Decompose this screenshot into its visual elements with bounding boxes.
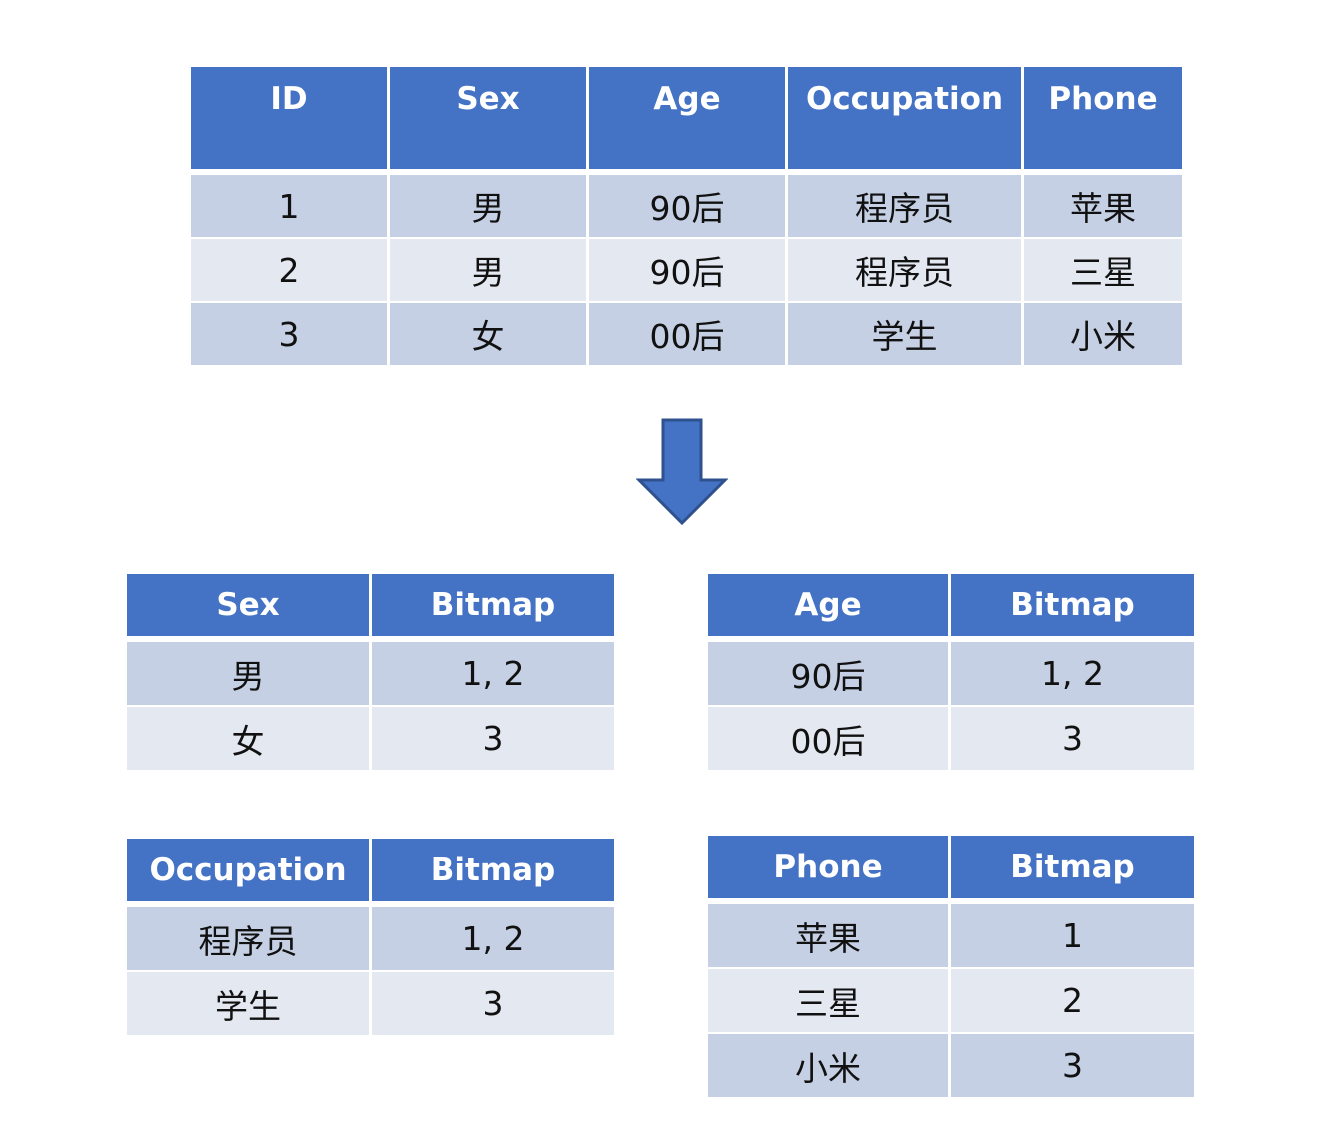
header-sex: Sex: [390, 67, 586, 173]
cell-value: 学生: [127, 972, 369, 1035]
cell-age: 90后: [589, 175, 785, 237]
main-table-header: ID Sex Age Occupation Phone: [191, 67, 1182, 173]
cell-bitmap: 1, 2: [372, 907, 614, 970]
table-row: 男 1, 2: [127, 642, 614, 705]
cell-value: 90后: [708, 642, 948, 705]
cell-bitmap: 1, 2: [951, 642, 1194, 705]
cell-occupation: 程序员: [788, 175, 1021, 237]
cell-bitmap: 3: [372, 707, 614, 770]
table-row: 苹果 1: [708, 904, 1194, 967]
table-row: 程序员 1, 2: [127, 907, 614, 970]
header-bitmap: Bitmap: [372, 839, 614, 905]
cell-age: 00后: [589, 303, 785, 365]
cell-occupation: 学生: [788, 303, 1021, 365]
phone-bitmap-header: Phone Bitmap: [708, 836, 1194, 902]
cell-phone: 三星: [1024, 239, 1182, 301]
cell-bitmap: 1, 2: [372, 642, 614, 705]
cell-bitmap: 3: [951, 1034, 1194, 1097]
table-row: 1 男 90后 程序员 苹果: [191, 175, 1182, 237]
cell-bitmap: 2: [951, 969, 1194, 1032]
phone-bitmap-table: Phone Bitmap 苹果 1 三星 2 小米 3: [705, 834, 1197, 1099]
down-arrow-icon: [636, 418, 728, 526]
table-row: 90后 1, 2: [708, 642, 1194, 705]
occupation-bitmap-header: Occupation Bitmap: [127, 839, 614, 905]
sex-bitmap-table: Sex Bitmap 男 1, 2 女 3: [124, 572, 617, 772]
table-row: 2 男 90后 程序员 三星: [191, 239, 1182, 301]
down-arrow-shape: [636, 418, 728, 526]
cell-sex: 男: [390, 175, 586, 237]
cell-phone: 苹果: [1024, 175, 1182, 237]
cell-value: 三星: [708, 969, 948, 1032]
header-occupation: Occupation: [127, 839, 369, 905]
cell-value: 程序员: [127, 907, 369, 970]
cell-value: 女: [127, 707, 369, 770]
header-occupation: Occupation: [788, 67, 1021, 173]
header-phone: Phone: [708, 836, 948, 902]
cell-value: 00后: [708, 707, 948, 770]
cell-bitmap: 1: [951, 904, 1194, 967]
cell-sex: 女: [390, 303, 586, 365]
cell-bitmap: 3: [372, 972, 614, 1035]
table-row: 学生 3: [127, 972, 614, 1035]
header-phone: Phone: [1024, 67, 1182, 173]
cell-id: 1: [191, 175, 387, 237]
header-bitmap: Bitmap: [951, 836, 1194, 902]
header-sex: Sex: [127, 574, 369, 640]
table-row: 三星 2: [708, 969, 1194, 1032]
age-bitmap-table: Age Bitmap 90后 1, 2 00后 3: [705, 572, 1197, 772]
cell-id: 2: [191, 239, 387, 301]
cell-occupation: 程序员: [788, 239, 1021, 301]
table-row: 小米 3: [708, 1034, 1194, 1097]
occupation-bitmap-table: Occupation Bitmap 程序员 1, 2 学生 3: [124, 837, 617, 1037]
cell-bitmap: 3: [951, 707, 1194, 770]
cell-phone: 小米: [1024, 303, 1182, 365]
header-age: Age: [589, 67, 785, 173]
header-bitmap: Bitmap: [951, 574, 1194, 640]
table-row: 00后 3: [708, 707, 1194, 770]
main-table: ID Sex Age Occupation Phone 1 男 90后 程序员 …: [188, 65, 1185, 367]
age-bitmap-header: Age Bitmap: [708, 574, 1194, 640]
header-bitmap: Bitmap: [372, 574, 614, 640]
sex-bitmap-header: Sex Bitmap: [127, 574, 614, 640]
cell-value: 苹果: [708, 904, 948, 967]
cell-id: 3: [191, 303, 387, 365]
cell-age: 90后: [589, 239, 785, 301]
cell-value: 男: [127, 642, 369, 705]
cell-value: 小米: [708, 1034, 948, 1097]
table-row: 3 女 00后 学生 小米: [191, 303, 1182, 365]
header-age: Age: [708, 574, 948, 640]
table-row: 女 3: [127, 707, 614, 770]
header-id: ID: [191, 67, 387, 173]
cell-sex: 男: [390, 239, 586, 301]
